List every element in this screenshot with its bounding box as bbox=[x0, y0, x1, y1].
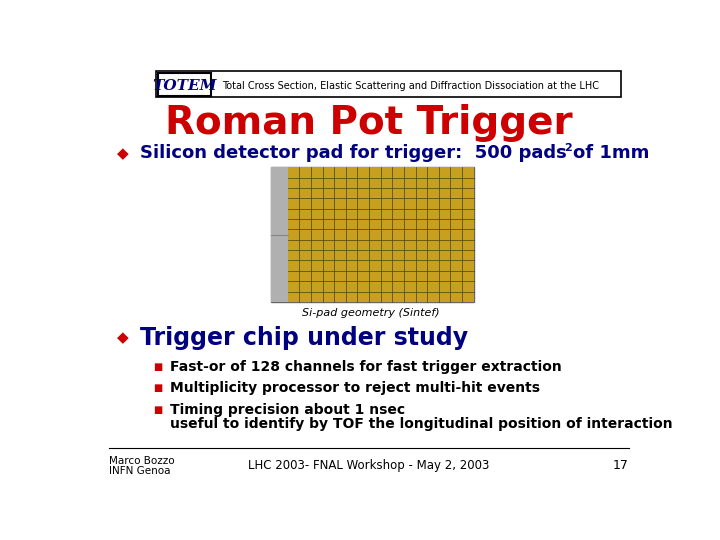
Text: ■: ■ bbox=[153, 405, 163, 415]
Text: Total Cross Section, Elastic Scattering and Diffraction Dissociation at the LHC: Total Cross Section, Elastic Scattering … bbox=[222, 80, 599, 91]
Text: Timing precision about 1 nsec: Timing precision about 1 nsec bbox=[170, 403, 405, 417]
Text: 17: 17 bbox=[613, 460, 629, 472]
Text: Marco Bozzo: Marco Bozzo bbox=[109, 456, 175, 465]
Text: Trigger chip under study: Trigger chip under study bbox=[140, 326, 469, 350]
Text: ■: ■ bbox=[153, 383, 163, 393]
Text: INFN Genoa: INFN Genoa bbox=[109, 467, 171, 476]
Text: ◆: ◆ bbox=[117, 146, 128, 161]
Text: ◆: ◆ bbox=[117, 330, 128, 346]
Text: Multiplicity processor to reject multi-hit events: Multiplicity processor to reject multi-h… bbox=[170, 381, 540, 395]
Text: Silicon detector pad for trigger:  500 pads of 1mm: Silicon detector pad for trigger: 500 pa… bbox=[140, 144, 649, 163]
Text: LHC 2003- FNAL Workshop - May 2, 2003: LHC 2003- FNAL Workshop - May 2, 2003 bbox=[248, 460, 490, 472]
Text: Si-pad geometry (Sintef): Si-pad geometry (Sintef) bbox=[302, 308, 439, 318]
FancyBboxPatch shape bbox=[156, 71, 621, 97]
Bar bbox=[287, 167, 474, 302]
Text: useful to identify by TOF the longitudinal position of interaction: useful to identify by TOF the longitudin… bbox=[170, 417, 672, 430]
Text: TOTEM: TOTEM bbox=[153, 79, 217, 92]
FancyBboxPatch shape bbox=[158, 72, 211, 96]
Bar bbox=[271, 167, 287, 302]
Text: Fast-or of 128 channels for fast trigger extraction: Fast-or of 128 channels for fast trigger… bbox=[170, 360, 562, 374]
Text: 2: 2 bbox=[564, 143, 572, 153]
Text: Roman Pot Trigger: Roman Pot Trigger bbox=[165, 104, 573, 141]
Bar bbox=[271, 167, 474, 302]
Text: ■: ■ bbox=[153, 362, 163, 373]
